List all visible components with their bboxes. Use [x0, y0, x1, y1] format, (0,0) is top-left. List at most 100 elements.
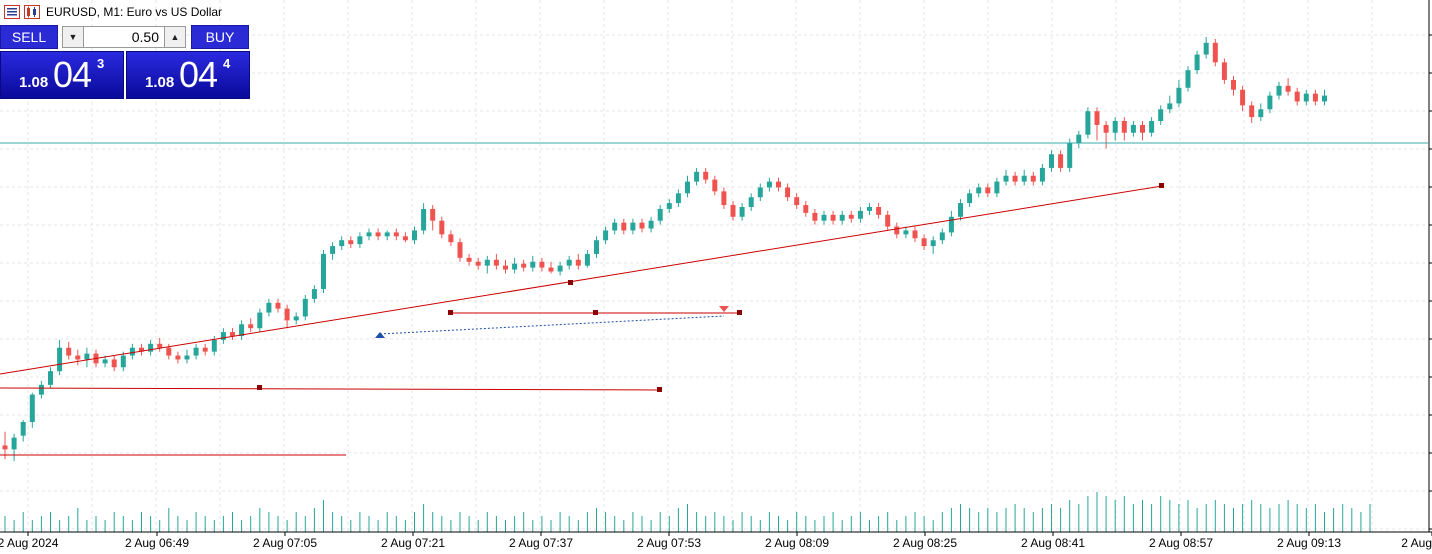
bear-candle: [202, 343, 208, 356]
bear-candle: [493, 253, 499, 270]
chart-list-icon[interactable]: [4, 5, 20, 19]
bull-candle: [648, 216, 654, 233]
sell-price-fraction: 3: [97, 56, 105, 71]
bull-candle: [330, 242, 336, 260]
bear-candle: [1012, 171, 1018, 186]
bear-candle: [894, 222, 900, 239]
bull-candle: [603, 226, 609, 245]
bull-candle: [903, 226, 909, 239]
trendline: [0, 185, 1163, 375]
bull-candle: [148, 339, 154, 356]
resistance-line-anchor: [448, 310, 453, 315]
bear-candle: [575, 253, 581, 270]
time-tick-label: 2 Aug 07:21: [381, 536, 445, 550]
bear-candle: [1030, 171, 1036, 186]
bull-candle: [584, 250, 590, 268]
time-tick-label: 2 Aug 07:05: [253, 536, 317, 550]
bull-candle: [1203, 36, 1209, 59]
bull-candle: [694, 167, 700, 186]
bull-candle: [311, 285, 317, 303]
volume-decrease-button[interactable]: ▼: [62, 26, 84, 48]
sell-arrow-icon: [719, 306, 729, 312]
buy-price-box[interactable]: 1.08 04 4: [126, 51, 250, 99]
time-tick-label: 2 Aug 08:25: [893, 536, 957, 550]
bear-candle: [912, 226, 918, 243]
bear-candle: [1103, 121, 1109, 149]
bull-candle: [384, 230, 390, 241]
bear-candle: [111, 355, 117, 372]
time-tick-label: 2 Aug 08:09: [765, 536, 829, 550]
bull-candle: [129, 343, 135, 360]
bull-candle: [1049, 150, 1054, 172]
bear-candle: [521, 259, 527, 272]
bull-candle: [1267, 91, 1273, 114]
bear-candle: [876, 203, 882, 219]
one-click-trading-panel: SELL ▼ 0.50 ▲ BUY 1.08 04 3 1.08 04 4: [0, 25, 250, 99]
sell-price-pips: 04: [53, 54, 92, 95]
bull-candle: [594, 236, 599, 258]
bull-candle: [120, 351, 126, 372]
buy-price-prefix: 1.08: [145, 74, 175, 91]
bull-candle: [821, 210, 827, 225]
bear-candle: [393, 228, 399, 241]
bull-candle: [967, 189, 973, 207]
bear-candle: [475, 257, 481, 270]
bull-candle: [857, 207, 863, 223]
bull-candle: [1194, 50, 1200, 75]
volume-increase-button[interactable]: ▲: [164, 26, 186, 48]
bull-candle: [530, 255, 536, 272]
bull-candle: [412, 226, 417, 245]
time-tick-label: 2 Aug 2024: [0, 536, 59, 550]
support-line-anchor: [657, 387, 662, 392]
sell-price-box[interactable]: 1.08 04 3: [0, 51, 124, 99]
bear-candle: [848, 210, 854, 223]
bull-candle: [1003, 169, 1009, 186]
bull-candle: [1167, 95, 1173, 114]
bull-candle: [1130, 121, 1136, 137]
support-line-anchor: [257, 385, 262, 390]
bull-candle: [29, 392, 35, 428]
bull-candle: [84, 347, 90, 368]
bull-candle: [739, 203, 745, 221]
bear-candle: [812, 208, 818, 225]
bear-candle: [139, 343, 144, 356]
candlestick-series: [2, 36, 1327, 462]
bear-candle: [721, 187, 727, 209]
bull-candle: [939, 228, 945, 245]
buy-button[interactable]: BUY: [191, 25, 249, 49]
time-tick-label: 2 Aug 07:37: [509, 536, 573, 550]
bull-candle: [257, 308, 263, 333]
time-tick-label: 2 Aug: [1401, 536, 1432, 550]
bull-candle: [1303, 89, 1309, 106]
bear-candle: [1094, 107, 1100, 141]
bear-candle: [1249, 101, 1255, 123]
bull-candle: [184, 349, 190, 364]
chart-title: EURUSD, M1: Euro vs US Dollar: [46, 5, 223, 19]
bear-candle: [448, 230, 454, 247]
bull-candle: [839, 210, 845, 225]
trendline-anchor: [1159, 183, 1164, 188]
bear-candle: [985, 183, 991, 198]
sell-button[interactable]: SELL: [0, 25, 58, 49]
bull-candle: [657, 205, 663, 225]
bull-candle: [994, 177, 1000, 198]
bear-candle: [248, 318, 254, 333]
bear-candle: [275, 298, 281, 313]
resistance-line-anchor: [593, 310, 598, 315]
bull-candle: [321, 250, 326, 293]
bull-candle: [976, 183, 982, 198]
resistance-line-anchor: [737, 310, 742, 315]
bear-candle: [730, 201, 736, 221]
volume-input[interactable]: 0.50: [84, 26, 164, 48]
candles-icon[interactable]: [24, 5, 40, 19]
bear-candle: [375, 228, 381, 241]
bull-candle: [1149, 117, 1155, 137]
bull-candle: [484, 255, 490, 274]
bull-candle: [193, 343, 199, 360]
bear-candle: [794, 193, 800, 209]
support-line: [0, 387, 661, 391]
bear-candle: [1121, 117, 1127, 141]
bull-candle: [1258, 103, 1264, 121]
trendline-anchor: [568, 280, 573, 285]
